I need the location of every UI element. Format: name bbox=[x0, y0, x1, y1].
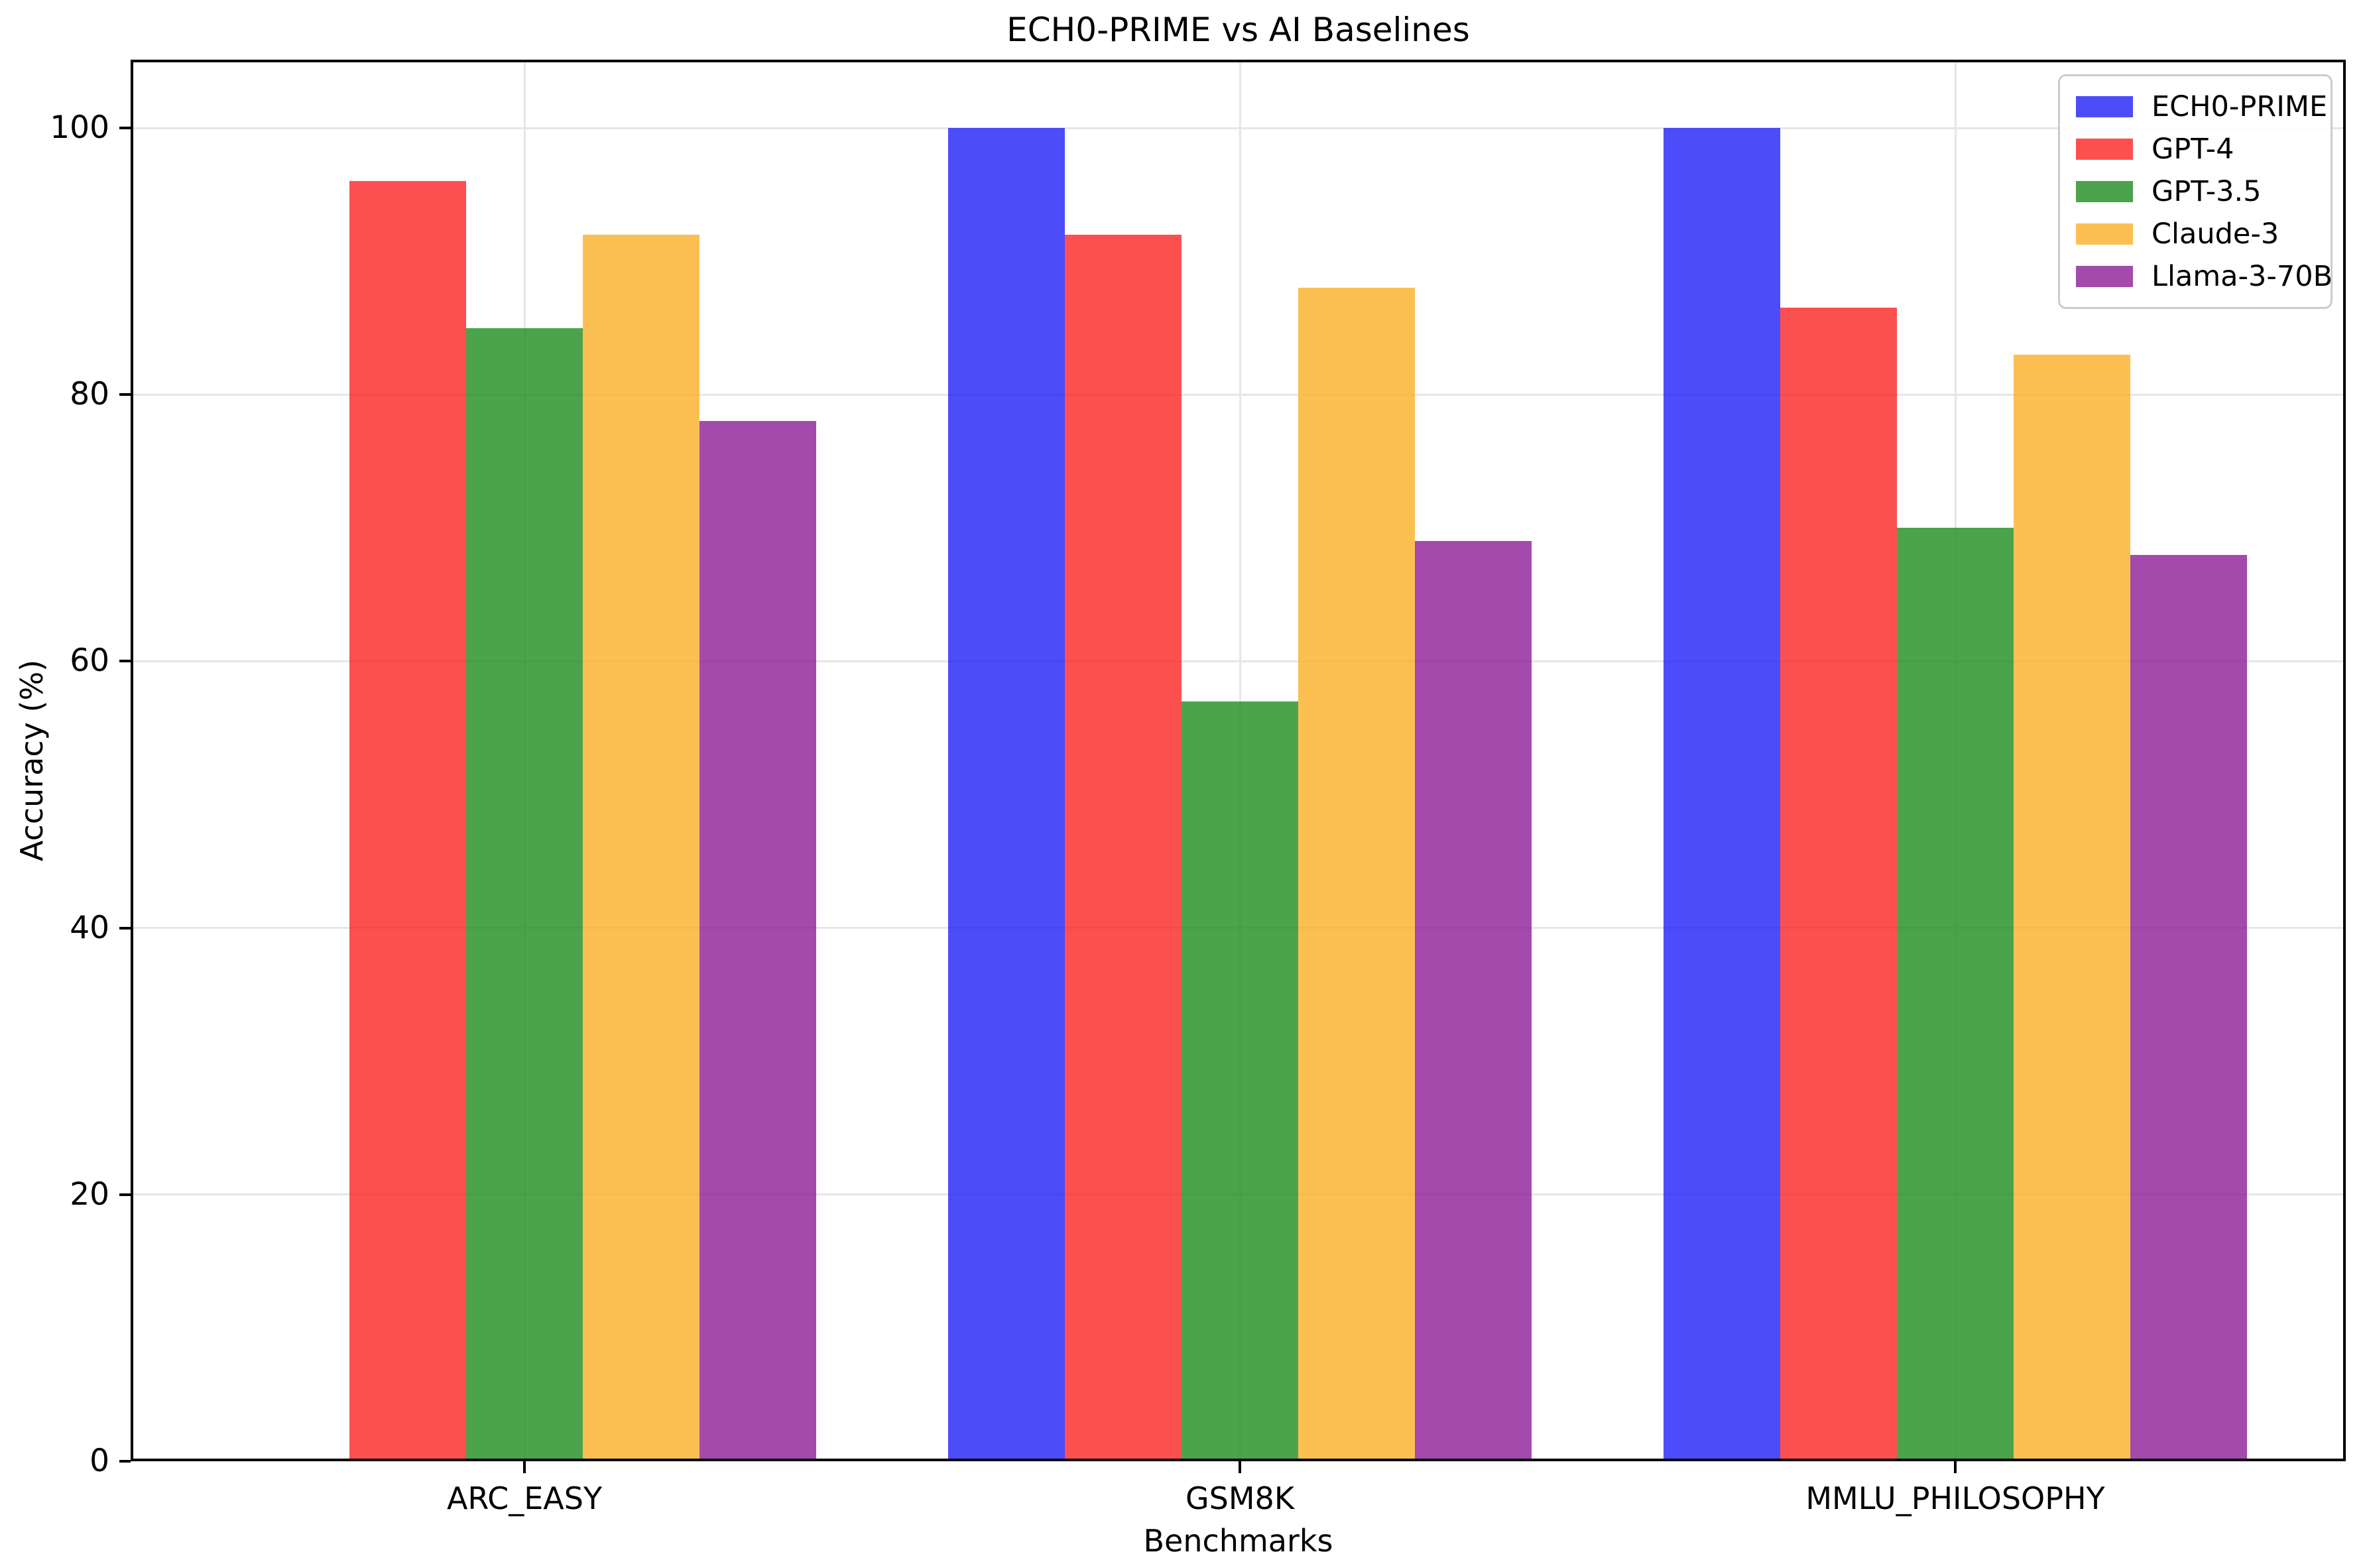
y-tick-mark-40 bbox=[119, 926, 131, 930]
legend-row-gpt-4: GPT-4 bbox=[2060, 128, 2331, 170]
legend-row-claude-3: Claude-3 bbox=[2060, 213, 2331, 255]
bar-llama-3-70b-mmlu_philosophy bbox=[2130, 555, 2247, 1461]
x-tick-label-arc_easy: ARC_EASY bbox=[446, 1480, 603, 1516]
bar-gpt-3.5-arc_easy bbox=[466, 328, 583, 1461]
x-tick-label-gsm8k: GSM8K bbox=[1185, 1480, 1294, 1516]
plot-area bbox=[131, 60, 2346, 1461]
h-gridline-80 bbox=[131, 393, 2346, 396]
legend-label-claude-3: Claude-3 bbox=[2152, 217, 2279, 251]
bar-claude-3-arc_easy bbox=[583, 235, 699, 1461]
legend-label-llama-3-70b: Llama-3-70B bbox=[2152, 260, 2333, 293]
legend-row-llama-3-70b: Llama-3-70B bbox=[2060, 255, 2333, 298]
y-tick-label-80: 80 bbox=[70, 376, 109, 413]
legend-swatch-gpt-4 bbox=[2076, 139, 2133, 160]
chart-title: ECH0-PRIME vs AI Baselines bbox=[1006, 11, 1470, 49]
legend-label-gpt-4: GPT-4 bbox=[2152, 133, 2234, 166]
legend-row-ech0-prime: ECH0-PRIME bbox=[2060, 86, 2331, 128]
x-tick-mark-mmlu_philosophy bbox=[1954, 1461, 1957, 1473]
legend-label-gpt-3.5: GPT-3.5 bbox=[2152, 175, 2262, 208]
legend-row-gpt-3.5: GPT-3.5 bbox=[2060, 170, 2331, 213]
bar-ech0-prime-gsm8k bbox=[948, 128, 1065, 1461]
legend: ECH0-PRIME GPT-4 GPT-3.5 Claude-3 Llama-3-70… bbox=[2058, 74, 2333, 309]
x-tick-label-mmlu_philosophy: MMLU_PHILOSOPHY bbox=[1805, 1480, 2105, 1516]
x-axis-label: Benchmarks bbox=[1143, 1523, 1333, 1559]
y-axis-label: Accuracy (%) bbox=[14, 659, 50, 862]
legend-label-ech0-prime: ECH0-PRIME bbox=[2152, 90, 2328, 123]
legend-swatch-claude-3 bbox=[2076, 223, 2133, 245]
y-tick-mark-0 bbox=[119, 1460, 131, 1463]
bar-gpt-3.5-mmlu_philosophy bbox=[1897, 528, 2014, 1461]
h-gridline-100 bbox=[131, 127, 2346, 129]
y-tick-mark-100 bbox=[119, 127, 131, 129]
y-tick-mark-80 bbox=[119, 393, 131, 396]
x-tick-mark-arc_easy bbox=[523, 1461, 526, 1473]
y-tick-label-40: 40 bbox=[70, 909, 109, 946]
bar-gpt-3.5-gsm8k bbox=[1182, 701, 1298, 1461]
bar-claude-3-gsm8k bbox=[1298, 288, 1415, 1461]
bar-llama-3-70b-arc_easy bbox=[699, 421, 816, 1461]
y-tick-label-60: 60 bbox=[70, 642, 109, 680]
legend-swatch-gpt-3.5 bbox=[2076, 181, 2133, 202]
legend-swatch-llama-3-70b bbox=[2076, 266, 2133, 287]
bar-gpt-4-arc_easy bbox=[349, 181, 466, 1461]
bar-claude-3-mmlu_philosophy bbox=[2014, 355, 2130, 1461]
bar-llama-3-70b-gsm8k bbox=[1415, 541, 1532, 1461]
y-tick-label-0: 0 bbox=[90, 1443, 109, 1479]
bar-gpt-4-gsm8k bbox=[1065, 235, 1182, 1461]
h-gridline-60 bbox=[131, 660, 2346, 662]
bar-ech0-prime-mmlu_philosophy bbox=[1664, 128, 1780, 1461]
x-tick-mark-gsm8k bbox=[1239, 1461, 1241, 1473]
y-tick-mark-20 bbox=[119, 1193, 131, 1196]
y-tick-label-100: 100 bbox=[50, 109, 109, 146]
y-tick-mark-60 bbox=[119, 660, 131, 663]
legend-swatch-ech0-prime bbox=[2076, 96, 2133, 117]
bar-gpt-4-mmlu_philosophy bbox=[1780, 308, 1897, 1461]
y-tick-label-20: 20 bbox=[70, 1176, 109, 1213]
